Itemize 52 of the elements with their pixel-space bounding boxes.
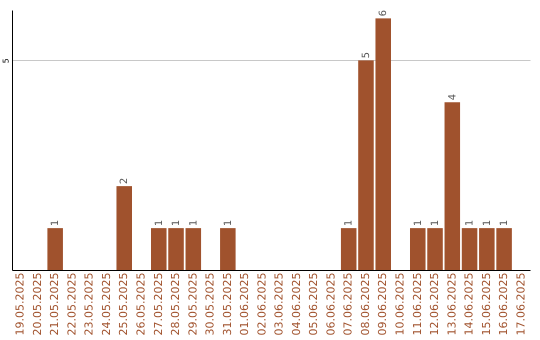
- x-tick-label: 05.06.2025: [307, 272, 320, 336]
- data-label: 1: [344, 220, 355, 226]
- x-tick-label: 27.05.2025: [152, 272, 165, 336]
- x-tick-label: 06.06.2025: [324, 272, 338, 336]
- bar: [150, 228, 167, 270]
- x-tick-label: 12.06.2025: [428, 272, 442, 336]
- x-tick-label: 04.06.2025: [290, 272, 303, 336]
- x-tick-label: 23.05.2025: [82, 272, 96, 336]
- x-tick-label: 15.06.2025: [480, 272, 493, 336]
- data-label: 1: [412, 220, 424, 226]
- bar: [220, 228, 236, 270]
- x-tick-label: 29.05.2025: [186, 272, 200, 336]
- data-label: 1: [188, 220, 200, 226]
- x-tick-label: 21.05.2025: [48, 272, 62, 336]
- data-label: 2: [119, 178, 130, 184]
- x-tick-label: 01.06.2025: [238, 272, 252, 336]
- x-tick-label: 28.05.2025: [169, 272, 182, 336]
- data-label: 6: [378, 10, 390, 16]
- data-label: 4: [447, 94, 458, 100]
- x-tick-label: 13.06.2025: [445, 272, 458, 336]
- x-tick-label: 17.06.2025: [514, 272, 528, 336]
- data-label: 1: [222, 220, 234, 226]
- data-label: 1: [464, 220, 476, 226]
- x-tick-label: 30.05.2025: [204, 272, 217, 336]
- data-label: 1: [482, 220, 493, 226]
- x-tick-label: 08.06.2025: [358, 272, 372, 336]
- x-tick-label: 26.05.2025: [134, 272, 148, 336]
- data-label: 1: [430, 220, 442, 226]
- x-tick-label: 19.05.2025: [14, 272, 27, 336]
- x-tick-label: 24.05.2025: [100, 272, 113, 336]
- x-tick-label: 25.05.2025: [117, 272, 130, 336]
- bar: [116, 186, 132, 270]
- data-label: 5: [360, 52, 372, 58]
- data-label: 1: [50, 220, 62, 226]
- x-tick-label: 09.06.2025: [376, 272, 390, 336]
- data-label: 1: [499, 220, 510, 226]
- x-tick-label: 10.06.2025: [394, 272, 406, 336]
- x-tick-label: 31.05.2025: [220, 272, 234, 336]
- bar: [47, 228, 63, 270]
- x-tick-label: 11.06.2025: [410, 272, 424, 336]
- data-label: 1: [154, 220, 165, 226]
- data-label: 1: [171, 220, 182, 226]
- bar: [496, 228, 512, 270]
- x-tick-label: 03.06.2025: [272, 272, 286, 336]
- x-tick-label: 02.06.2025: [255, 272, 268, 336]
- bar: [375, 18, 392, 270]
- x-tick-label: 14.06.2025: [462, 272, 476, 336]
- x-tick-label: 20.05.2025: [30, 272, 44, 336]
- x-tick-label: 22.05.2025: [65, 272, 78, 336]
- x-tick-label: 07.06.2025: [342, 272, 355, 336]
- bar: [410, 228, 426, 270]
- x-tick-label: 16.06.2025: [497, 272, 510, 336]
